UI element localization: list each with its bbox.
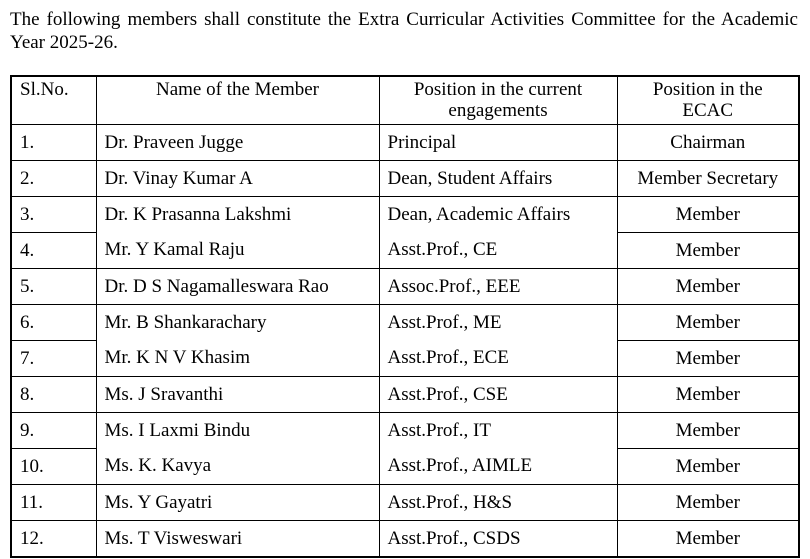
header-member-name: Name of the Member (95, 75, 380, 125)
table-row: 1. Dr. Praveen Jugge Principal Chairman (10, 124, 800, 161)
cell-position: Dean, Academic Affairs (378, 196, 618, 233)
cell-sl: 5. (10, 268, 97, 305)
cell-name: Mr. K N V Khasim (95, 340, 380, 377)
cell-sl: 7. (10, 340, 97, 377)
cell-position: Asst.Prof., ECE (378, 340, 618, 377)
header-position-line1: Position in the current (413, 79, 583, 100)
cell-ecac: Member (616, 484, 800, 521)
table-row: 6. Mr. B Shankarachary Asst.Prof., ME Me… (10, 304, 800, 341)
table-row: 12. Ms. T Visweswari Asst.Prof., CSDS Me… (10, 520, 800, 558)
cell-name: Ms. Y Gayatri (95, 484, 380, 521)
cell-ecac: Member (616, 376, 800, 413)
cell-sl: 4. (10, 232, 97, 269)
cell-ecac: Chairman (616, 124, 800, 161)
cell-name: Mr. B Shankarachary (95, 304, 380, 341)
cell-position: Assoc.Prof., EEE (378, 268, 618, 305)
cell-position: Principal (378, 124, 618, 161)
cell-name: Ms. T Visweswari (95, 520, 380, 558)
cell-name: Dr. K Prasanna Lakshmi (95, 196, 380, 233)
cell-name: Dr. Praveen Jugge (95, 124, 380, 161)
table-body: 1. Dr. Praveen Jugge Principal Chairman … (10, 124, 800, 558)
header-sl-no: Sl.No. (10, 75, 97, 125)
cell-sl: 6. (10, 304, 97, 341)
header-ecac-line1: Position in the (652, 79, 763, 100)
cell-ecac: Member Secretary (616, 160, 800, 197)
header-row: Sl.No. Name of the Member Position in th… (10, 75, 800, 125)
cell-name: Dr. Vinay Kumar A (95, 160, 380, 197)
header-position-line2: engagements (448, 100, 548, 121)
table-row: 9. Ms. I Laxmi Bindu Asst.Prof., IT Memb… (10, 412, 800, 449)
cell-sl: 2. (10, 160, 97, 197)
cell-ecac: Member (616, 268, 800, 305)
cell-position: Dean, Student Affairs (378, 160, 618, 197)
cell-sl: 11. (10, 484, 97, 521)
cell-ecac: Member (616, 448, 800, 485)
cell-ecac: Member (616, 196, 800, 233)
cell-sl: 3. (10, 196, 97, 233)
cell-position: Asst.Prof., CE (378, 232, 618, 269)
cell-sl: 12. (10, 520, 97, 558)
table-header: Sl.No. Name of the Member Position in th… (10, 75, 800, 125)
cell-position: Asst.Prof., ME (378, 304, 618, 341)
cell-ecac: Member (616, 520, 800, 558)
table-row: 11. Ms. Y Gayatri Asst.Prof., H&S Member (10, 484, 800, 521)
table-row: 2. Dr. Vinay Kumar A Dean, Student Affai… (10, 160, 800, 197)
cell-position: Asst.Prof., CSE (378, 376, 618, 413)
cell-ecac: Member (616, 304, 800, 341)
cell-ecac: Member (616, 412, 800, 449)
committee-table: Sl.No. Name of the Member Position in th… (10, 75, 800, 558)
header-position-current: Position in the current engagements (378, 75, 618, 125)
cell-sl: 8. (10, 376, 97, 413)
cell-name: Dr. D S Nagamalleswara Rao (95, 268, 380, 305)
table-row: 4. Mr. Y Kamal Raju Asst.Prof., CE Membe… (10, 232, 800, 269)
cell-ecac: Member (616, 232, 800, 269)
header-position-ecac: Position in the ECAC (616, 75, 800, 125)
table-row: 7. Mr. K N V Khasim Asst.Prof., ECE Memb… (10, 340, 800, 377)
cell-position: Asst.Prof., AIMLE (378, 448, 618, 485)
cell-sl: 10. (10, 448, 97, 485)
intro-paragraph: The following members shall constitute t… (10, 9, 798, 53)
cell-name: Ms. J Sravanthi (95, 376, 380, 413)
table-row: 5. Dr. D S Nagamalleswara Rao Assoc.Prof… (10, 268, 800, 305)
cell-name: Ms. K. Kavya (95, 448, 380, 485)
cell-sl: 1. (10, 124, 97, 161)
table-row: 8. Ms. J Sravanthi Asst.Prof., CSE Membe… (10, 376, 800, 413)
table-row: 3. Dr. K Prasanna Lakshmi Dean, Academic… (10, 196, 800, 233)
table-row: 10. Ms. K. Kavya Asst.Prof., AIMLE Membe… (10, 448, 800, 485)
cell-name: Ms. I Laxmi Bindu (95, 412, 380, 449)
cell-name: Mr. Y Kamal Raju (95, 232, 380, 269)
cell-sl: 9. (10, 412, 97, 449)
cell-position: Asst.Prof., H&S (378, 484, 618, 521)
header-ecac-line2: ECAC (682, 100, 734, 121)
cell-position: Asst.Prof., IT (378, 412, 618, 449)
cell-position: Asst.Prof., CSDS (378, 520, 618, 558)
cell-ecac: Member (616, 340, 800, 377)
